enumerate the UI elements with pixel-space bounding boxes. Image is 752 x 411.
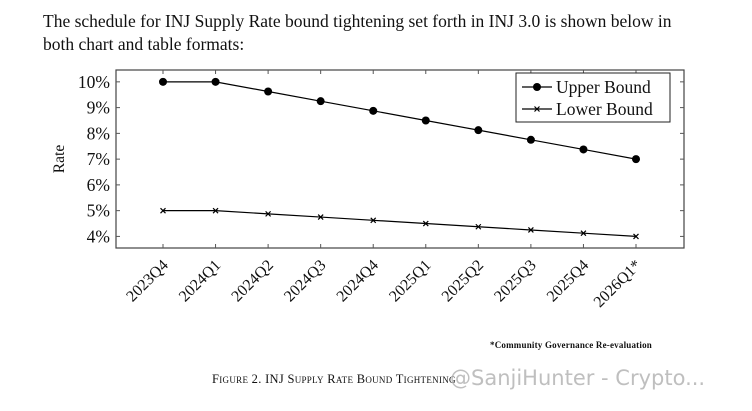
data-point-lower: [475, 223, 482, 230]
series-line-upper-bound: [163, 81, 637, 160]
data-point-lower: [212, 207, 219, 214]
data-point-upper: [579, 145, 588, 154]
y-tick-label: 9%: [87, 98, 110, 118]
legend-label: Lower Bound: [556, 99, 653, 119]
x-tick-label: 2025Q2: [439, 257, 487, 305]
data-point-lower: [527, 227, 534, 233]
y-tick-label: 10%: [78, 72, 110, 92]
intro-text: The schedule for INJ Supply Rate bound t…: [43, 11, 672, 54]
figure-caption: Figure 2. INJ Supply Rate Bound Tighteni…: [212, 372, 456, 386]
legend-box: [515, 72, 671, 123]
data-point-upper: [526, 135, 535, 144]
data-point-upper: [474, 126, 483, 135]
x-tick-label: 2025Q4: [544, 257, 592, 305]
data-point-upper: [632, 155, 640, 164]
x-tick-label: 2024Q3: [281, 257, 329, 305]
data-point-upper: [316, 97, 325, 106]
data-point-lower: [370, 217, 377, 224]
data-point-upper: [264, 87, 273, 96]
watermark: @SanjiHunter - Crypto...: [450, 366, 706, 390]
x-tick-label: 2024Q1: [176, 257, 224, 305]
y-tick-label: 5%: [87, 201, 110, 221]
y-tick-label: 6%: [87, 175, 110, 195]
series-line-lower-bound: [163, 210, 637, 238]
data-point-lower: [317, 214, 324, 221]
x-tick-label: 2023Q4: [123, 257, 171, 305]
x-tick-label: 2024Q4: [334, 257, 382, 305]
data-point-upper: [421, 116, 430, 125]
x-tick-label: 2024Q2: [228, 257, 276, 305]
x-tick-label: 2026Q1*: [591, 257, 645, 311]
data-point-lower: [633, 233, 639, 240]
legend-marker-x: [534, 106, 540, 112]
data-point-lower: [422, 220, 429, 227]
legend-marker-circle: [533, 83, 541, 91]
data-point-lower: [160, 207, 166, 214]
legend-label: Upper Bound: [556, 77, 651, 97]
intro-paragraph: The schedule for INJ Supply Rate bound t…: [43, 10, 703, 56]
data-point-lower: [265, 210, 272, 217]
x-tick-label: 2025Q1: [386, 257, 434, 305]
x-tick-label: 2025Q3: [491, 257, 539, 305]
y-axis-label: Rate: [51, 145, 68, 174]
y-tick-label: 7%: [87, 149, 110, 169]
chart-footnote: *Community Governance Re-evaluation: [490, 340, 652, 350]
data-point-upper: [159, 77, 167, 86]
y-tick-label: 8%: [87, 123, 110, 143]
data-point-upper: [369, 106, 378, 115]
data-point-upper: [211, 77, 220, 86]
data-point-lower: [580, 230, 587, 237]
y-tick-label: 4%: [87, 226, 110, 246]
